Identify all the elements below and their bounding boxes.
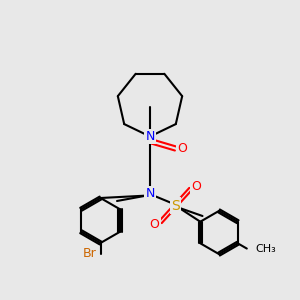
Text: Br: Br bbox=[82, 247, 96, 260]
Text: O: O bbox=[150, 218, 159, 232]
Text: CH₃: CH₃ bbox=[255, 244, 276, 254]
Text: O: O bbox=[192, 179, 201, 193]
Text: N: N bbox=[145, 187, 155, 200]
Text: S: S bbox=[171, 199, 180, 212]
Text: O: O bbox=[177, 142, 187, 155]
Text: N: N bbox=[145, 130, 155, 143]
